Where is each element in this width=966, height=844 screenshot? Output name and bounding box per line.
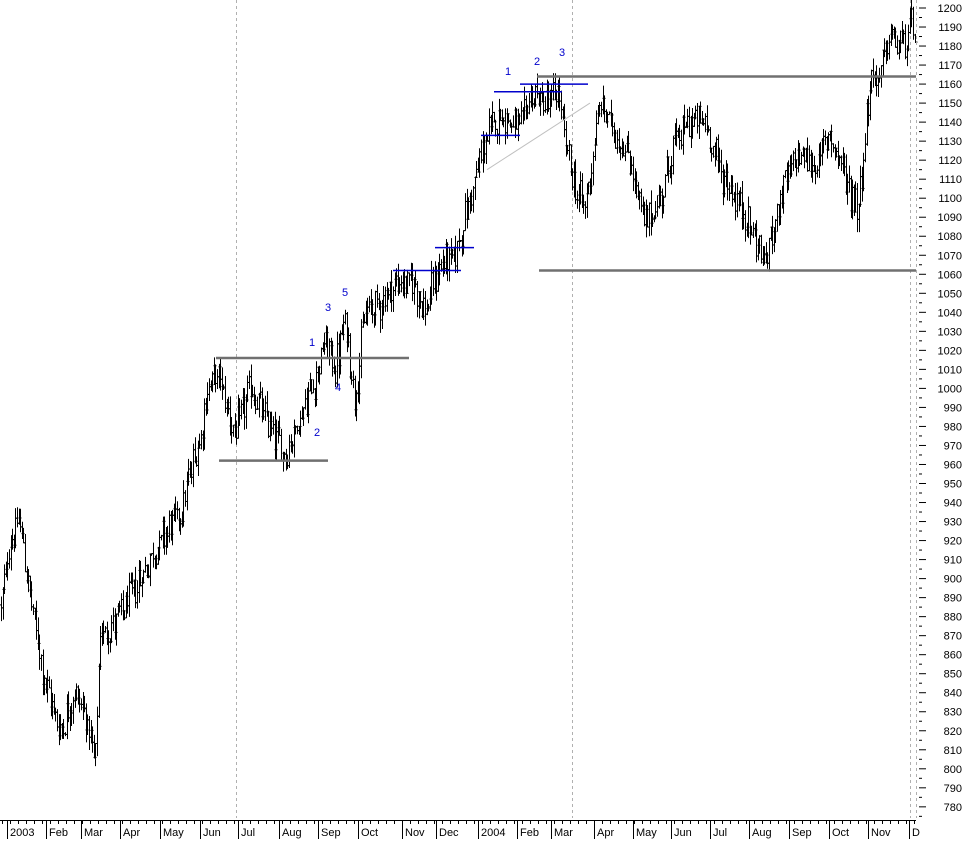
y-tick-label: 1110 [939, 174, 962, 186]
wave-label: 1 [505, 66, 511, 78]
annotation-lines [216, 75, 916, 462]
x-tick-label: Dec [439, 827, 459, 839]
y-tick-label: 870 [944, 631, 962, 643]
y-tick-label: 1090 [938, 212, 962, 224]
y-tick-label: 1100 [938, 193, 962, 205]
y-tick-label: 790 [944, 783, 962, 795]
x-tick-label: Jun [674, 827, 692, 839]
y-tick-label: 830 [944, 707, 962, 719]
y-tick-label: 810 [944, 745, 962, 757]
y-axis: 1200 1190 1180 1170 1160 1150 1140 1130 1120 1110… [916, 0, 962, 818]
y-tick-label: 890 [944, 593, 962, 605]
x-tick-label: Sep [321, 827, 341, 839]
x-tick-label: May [636, 827, 657, 839]
x-tick-label: 2003 [10, 827, 34, 839]
y-tick-label: 840 [944, 688, 962, 700]
y-tick-label: 910 [944, 555, 962, 567]
y-tick-label: 960 [944, 459, 962, 471]
x-tick-label: Sep [792, 827, 812, 839]
wave-labels: 1 2 3 4 5 1 2 3 [309, 47, 565, 439]
x-tick-label: Nov [405, 827, 425, 839]
y-tick-label: 800 [944, 764, 962, 776]
wave-label: 2 [314, 427, 320, 439]
ohlc-bars [0, 0, 918, 767]
y-tick-label: 1070 [938, 250, 962, 262]
y-tick-label: 920 [944, 536, 962, 548]
y-tick-label: 1170 [938, 60, 962, 72]
y-tick-label: 1200 [938, 3, 962, 15]
y-tick-label: 850 [944, 669, 962, 681]
y-tick-label: 970 [944, 440, 962, 452]
wave-label: 2 [534, 56, 540, 68]
x-tick-label: Aug [282, 827, 302, 839]
x-tick-label: Mar [554, 827, 573, 839]
y-tick-label: 820 [944, 726, 962, 738]
y-tick-label: 780 [944, 802, 962, 814]
x-tick-label: Oct [361, 827, 378, 839]
x-tick-label: Oct [832, 827, 849, 839]
x-tick-label: Apr [597, 827, 614, 839]
x-tick-label: 2004 [481, 827, 505, 839]
x-tick-label: Nov [871, 827, 891, 839]
x-tick-label: Feb [49, 827, 68, 839]
y-tick-label: 990 [944, 402, 962, 414]
wave-label: 4 [335, 382, 341, 394]
y-tick-label: 1150 [938, 98, 962, 110]
y-tick-label: 1130 [938, 136, 962, 148]
wave-label: 1 [309, 337, 315, 349]
vertical-gridlines [236, 0, 911, 818]
y-tick-label: 1020 [938, 345, 962, 357]
y-tick-label: 1000 [938, 383, 962, 395]
x-axis: 2003 Feb Mar Apr May Jun Jul Aug Sep Oct Nov Dec 200… [0, 820, 920, 839]
y-tick-label: 880 [944, 612, 962, 624]
x-tick-label: Jul [713, 827, 727, 839]
wave-label: 5 [342, 287, 348, 299]
y-tick-label: 1050 [938, 288, 962, 300]
x-tick-label: Aug [752, 827, 772, 839]
x-tick-label: Apr [123, 827, 140, 839]
y-tick-label: 1080 [938, 231, 962, 243]
wave-label: 3 [325, 302, 331, 314]
x-tick-label: Jun [203, 827, 221, 839]
y-tick-label: 1010 [938, 364, 962, 376]
x-tick-label: Mar [84, 827, 103, 839]
y-tick-label: 900 [944, 574, 962, 586]
y-tick-label: 950 [944, 479, 962, 491]
x-tick-label: D [912, 827, 920, 839]
y-tick-label: 930 [944, 517, 962, 529]
x-tick-label: May [163, 827, 184, 839]
x-tick-label: Feb [520, 827, 539, 839]
y-tick-label: 1160 [938, 79, 962, 91]
y-tick-label: 1180 [938, 41, 962, 53]
y-tick-label: 1060 [938, 269, 962, 281]
y-tick-label: 1040 [938, 307, 962, 319]
x-tick-label: Jul [241, 827, 255, 839]
y-tick-label: 860 [944, 650, 962, 662]
y-tick-label: 940 [944, 498, 962, 510]
y-tick-label: 980 [944, 421, 962, 433]
y-tick-label: 1140 [938, 117, 962, 129]
trend-line [486, 102, 591, 171]
y-tick-label: 1190 [938, 22, 962, 34]
y-tick-label: 1030 [938, 326, 962, 338]
wave-label: 3 [559, 47, 565, 59]
y-tick-label: 1120 [938, 155, 962, 167]
